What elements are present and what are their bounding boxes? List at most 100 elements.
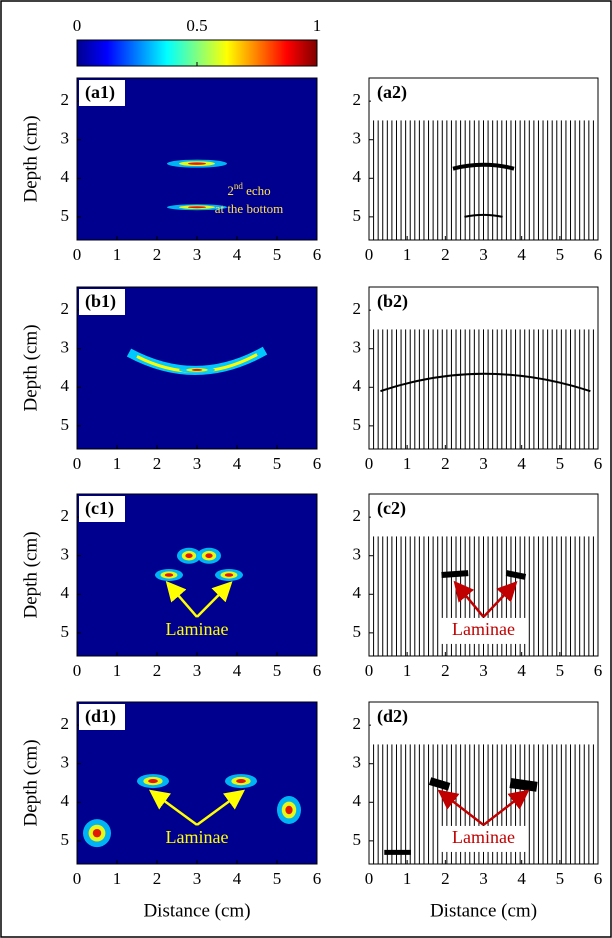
- y-tick-label: 3: [353, 753, 362, 772]
- y-tick-label: 5: [61, 415, 70, 434]
- x-tick-label: 4: [517, 869, 526, 888]
- echo: [164, 573, 174, 577]
- panel-label: (b2): [377, 291, 408, 312]
- y-tick-label: 2: [353, 299, 362, 318]
- y-tick-label: 4: [61, 167, 70, 186]
- y-axis-label: Depth (cm): [20, 531, 41, 618]
- y-tick-label: 2: [353, 714, 362, 733]
- x-tick-label: 1: [113, 245, 122, 264]
- x-tick-label: 6: [313, 454, 322, 473]
- echo: [224, 573, 234, 577]
- panel-image: [369, 287, 598, 449]
- annotation-arrow: [482, 789, 530, 826]
- y-tick-label: 3: [61, 338, 70, 357]
- x-tick-label: 2: [153, 661, 162, 680]
- echo: [188, 162, 206, 165]
- y-tick-label: 5: [353, 622, 362, 641]
- x-tick-label: 3: [479, 245, 488, 264]
- y-tick-label: 4: [353, 167, 362, 186]
- y-tick-label: 2: [61, 714, 70, 733]
- echo: [285, 805, 293, 815]
- colorbar-tick-label: 0.5: [186, 16, 207, 35]
- x-tick-label: 6: [313, 869, 322, 888]
- x-tick-label: 5: [273, 245, 282, 264]
- x-tick-label: 2: [153, 869, 162, 888]
- x-tick-label: 3: [479, 869, 488, 888]
- y-axis-label: Depth (cm): [20, 739, 41, 826]
- x-tick-label: 4: [233, 869, 242, 888]
- x-tick-label: 0: [365, 869, 374, 888]
- panel-label: (c1): [85, 498, 114, 519]
- panel-label: (c2): [377, 498, 406, 519]
- x-tick-label: 0: [73, 869, 82, 888]
- echo: [188, 206, 206, 209]
- x-tick-label: 3: [193, 245, 202, 264]
- y-tick-label: 3: [353, 129, 362, 148]
- echo: [236, 778, 246, 784]
- x-tick-label: 5: [556, 661, 565, 680]
- y-tick-label: 5: [61, 206, 70, 225]
- annotation-box: [441, 617, 526, 644]
- colorbar-tick-label: 0: [73, 16, 82, 35]
- x-axis-label: Distance (cm): [143, 900, 250, 921]
- panel-image: [77, 494, 317, 656]
- x-tick-label: 2: [441, 245, 450, 264]
- x-tick-label: 1: [403, 454, 412, 473]
- panel-label-box: [79, 704, 125, 730]
- annotation-arrow: [453, 580, 485, 618]
- x-tick-label: 6: [313, 245, 322, 264]
- x-tick-label: 4: [517, 245, 526, 264]
- x-axis-label: Distance (cm): [430, 900, 537, 921]
- echo: [205, 553, 213, 559]
- annotation-arrow: [437, 789, 485, 826]
- annotation: 2nd echo: [227, 181, 270, 198]
- echo-trace: [464, 213, 503, 218]
- y-tick-label: 4: [353, 583, 362, 602]
- y-tick-label: 3: [353, 545, 362, 564]
- annotation: Laminae: [452, 827, 515, 847]
- x-tick-label: 1: [113, 869, 122, 888]
- x-tick-label: 1: [113, 454, 122, 473]
- panel-label-box: [371, 289, 417, 315]
- x-tick-label: 0: [365, 245, 374, 264]
- annotation-part: echo: [243, 183, 271, 198]
- x-tick-label: 6: [313, 661, 322, 680]
- x-tick-label: 2: [441, 869, 450, 888]
- panel-label-box: [79, 80, 125, 106]
- y-tick-label: 3: [61, 753, 70, 772]
- y-tick-label: 5: [61, 830, 70, 849]
- panel-label: (a2): [377, 82, 407, 103]
- y-axis-label: Depth (cm): [20, 324, 41, 411]
- x-tick-label: 1: [403, 661, 412, 680]
- x-tick-label: 6: [594, 661, 603, 680]
- annotation: Laminae: [166, 827, 229, 847]
- echo: [92, 828, 102, 838]
- x-tick-label: 1: [113, 661, 122, 680]
- y-tick-label: 4: [61, 583, 70, 602]
- annotation-arrow: [482, 581, 518, 618]
- x-tick-label: 2: [441, 454, 450, 473]
- echo-trace: [505, 570, 527, 580]
- echo-trace: [452, 162, 515, 171]
- x-tick-label: 4: [517, 661, 526, 680]
- x-tick-label: 4: [233, 245, 242, 264]
- y-tick-label: 5: [353, 415, 362, 434]
- x-tick-label: 3: [193, 661, 202, 680]
- echo: [185, 553, 193, 559]
- x-tick-label: 1: [403, 869, 412, 888]
- x-tick-label: 2: [441, 661, 450, 680]
- panel-label-box: [79, 289, 125, 315]
- panel-label: (d1): [85, 706, 116, 727]
- annotation: Laminae: [452, 619, 515, 639]
- y-tick-label: 4: [61, 376, 70, 395]
- panel-label: (d2): [377, 706, 408, 727]
- panel-label-box: [79, 496, 125, 522]
- y-tick-label: 2: [353, 506, 362, 525]
- y-tick-label: 4: [353, 791, 362, 810]
- y-tick-label: 2: [61, 90, 70, 109]
- x-tick-label: 6: [594, 245, 603, 264]
- x-tick-label: 2: [153, 245, 162, 264]
- x-tick-label: 0: [365, 661, 374, 680]
- x-tick-label: 3: [193, 869, 202, 888]
